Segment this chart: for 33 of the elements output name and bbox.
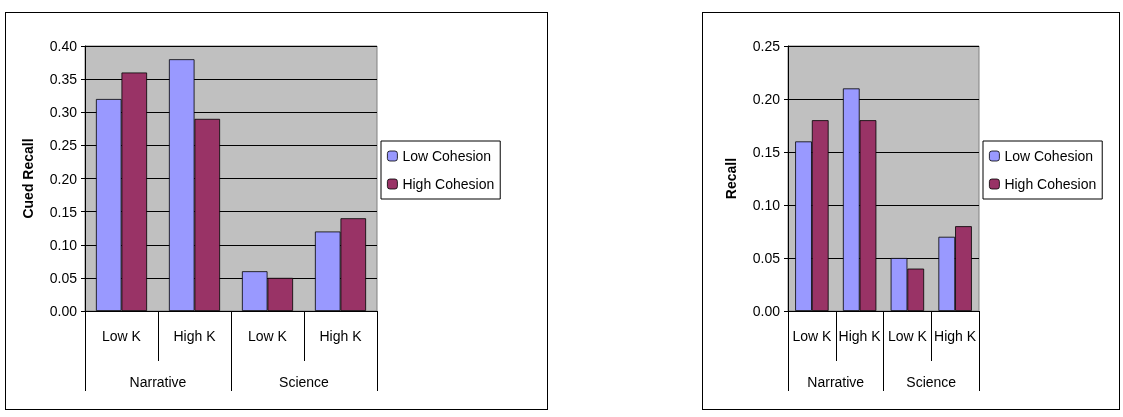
y-tick-label: 0.05	[49, 269, 78, 286]
y-tick-label: 0.10	[49, 236, 78, 253]
text: Narrative	[129, 374, 187, 390]
y-tick-label: 0.30	[49, 104, 78, 121]
legend-label: High Cohesion	[1004, 176, 1097, 192]
y-tick-label: 0.20	[49, 170, 78, 187]
legend-label: High Cohesion	[402, 176, 495, 192]
y-tick-label: 0.00	[752, 303, 781, 319]
text: Narrative	[807, 374, 865, 390]
x-tick-label: High K	[319, 328, 363, 344]
y-tick-label: 0.15	[49, 203, 78, 220]
x-tick-label: Low K	[102, 328, 142, 344]
y-tick-label: 0.25	[752, 38, 781, 54]
y-tick-label: 0.25	[49, 137, 78, 154]
x-tick-label: Low K	[887, 328, 928, 344]
x-tick-label: High K	[838, 328, 882, 344]
y-axis-title: Recall	[723, 157, 739, 200]
y-tick-label: 0.20	[752, 91, 781, 107]
x-tick-label: High K	[173, 328, 217, 344]
y-tick-label: 0.05	[752, 250, 781, 266]
legend-label: Low Cohesion	[402, 148, 492, 164]
y-tick-label: 0.10	[752, 197, 781, 213]
x-tick-label: Low K	[248, 328, 288, 344]
y-axis-title: Cued Recall	[20, 138, 36, 219]
y-tick-label: 0.15	[752, 144, 781, 160]
y-tick-label: 0.40	[49, 38, 78, 54]
y-tick-label: 0.00	[49, 303, 78, 319]
x-tick-label: Low K	[792, 328, 832, 344]
y-tick-label: 0.35	[49, 71, 78, 88]
x-tick-label: High K	[934, 328, 977, 344]
legend-label: Low Cohesion	[1004, 148, 1094, 164]
text: Science	[906, 374, 957, 390]
text: Science	[279, 374, 330, 390]
